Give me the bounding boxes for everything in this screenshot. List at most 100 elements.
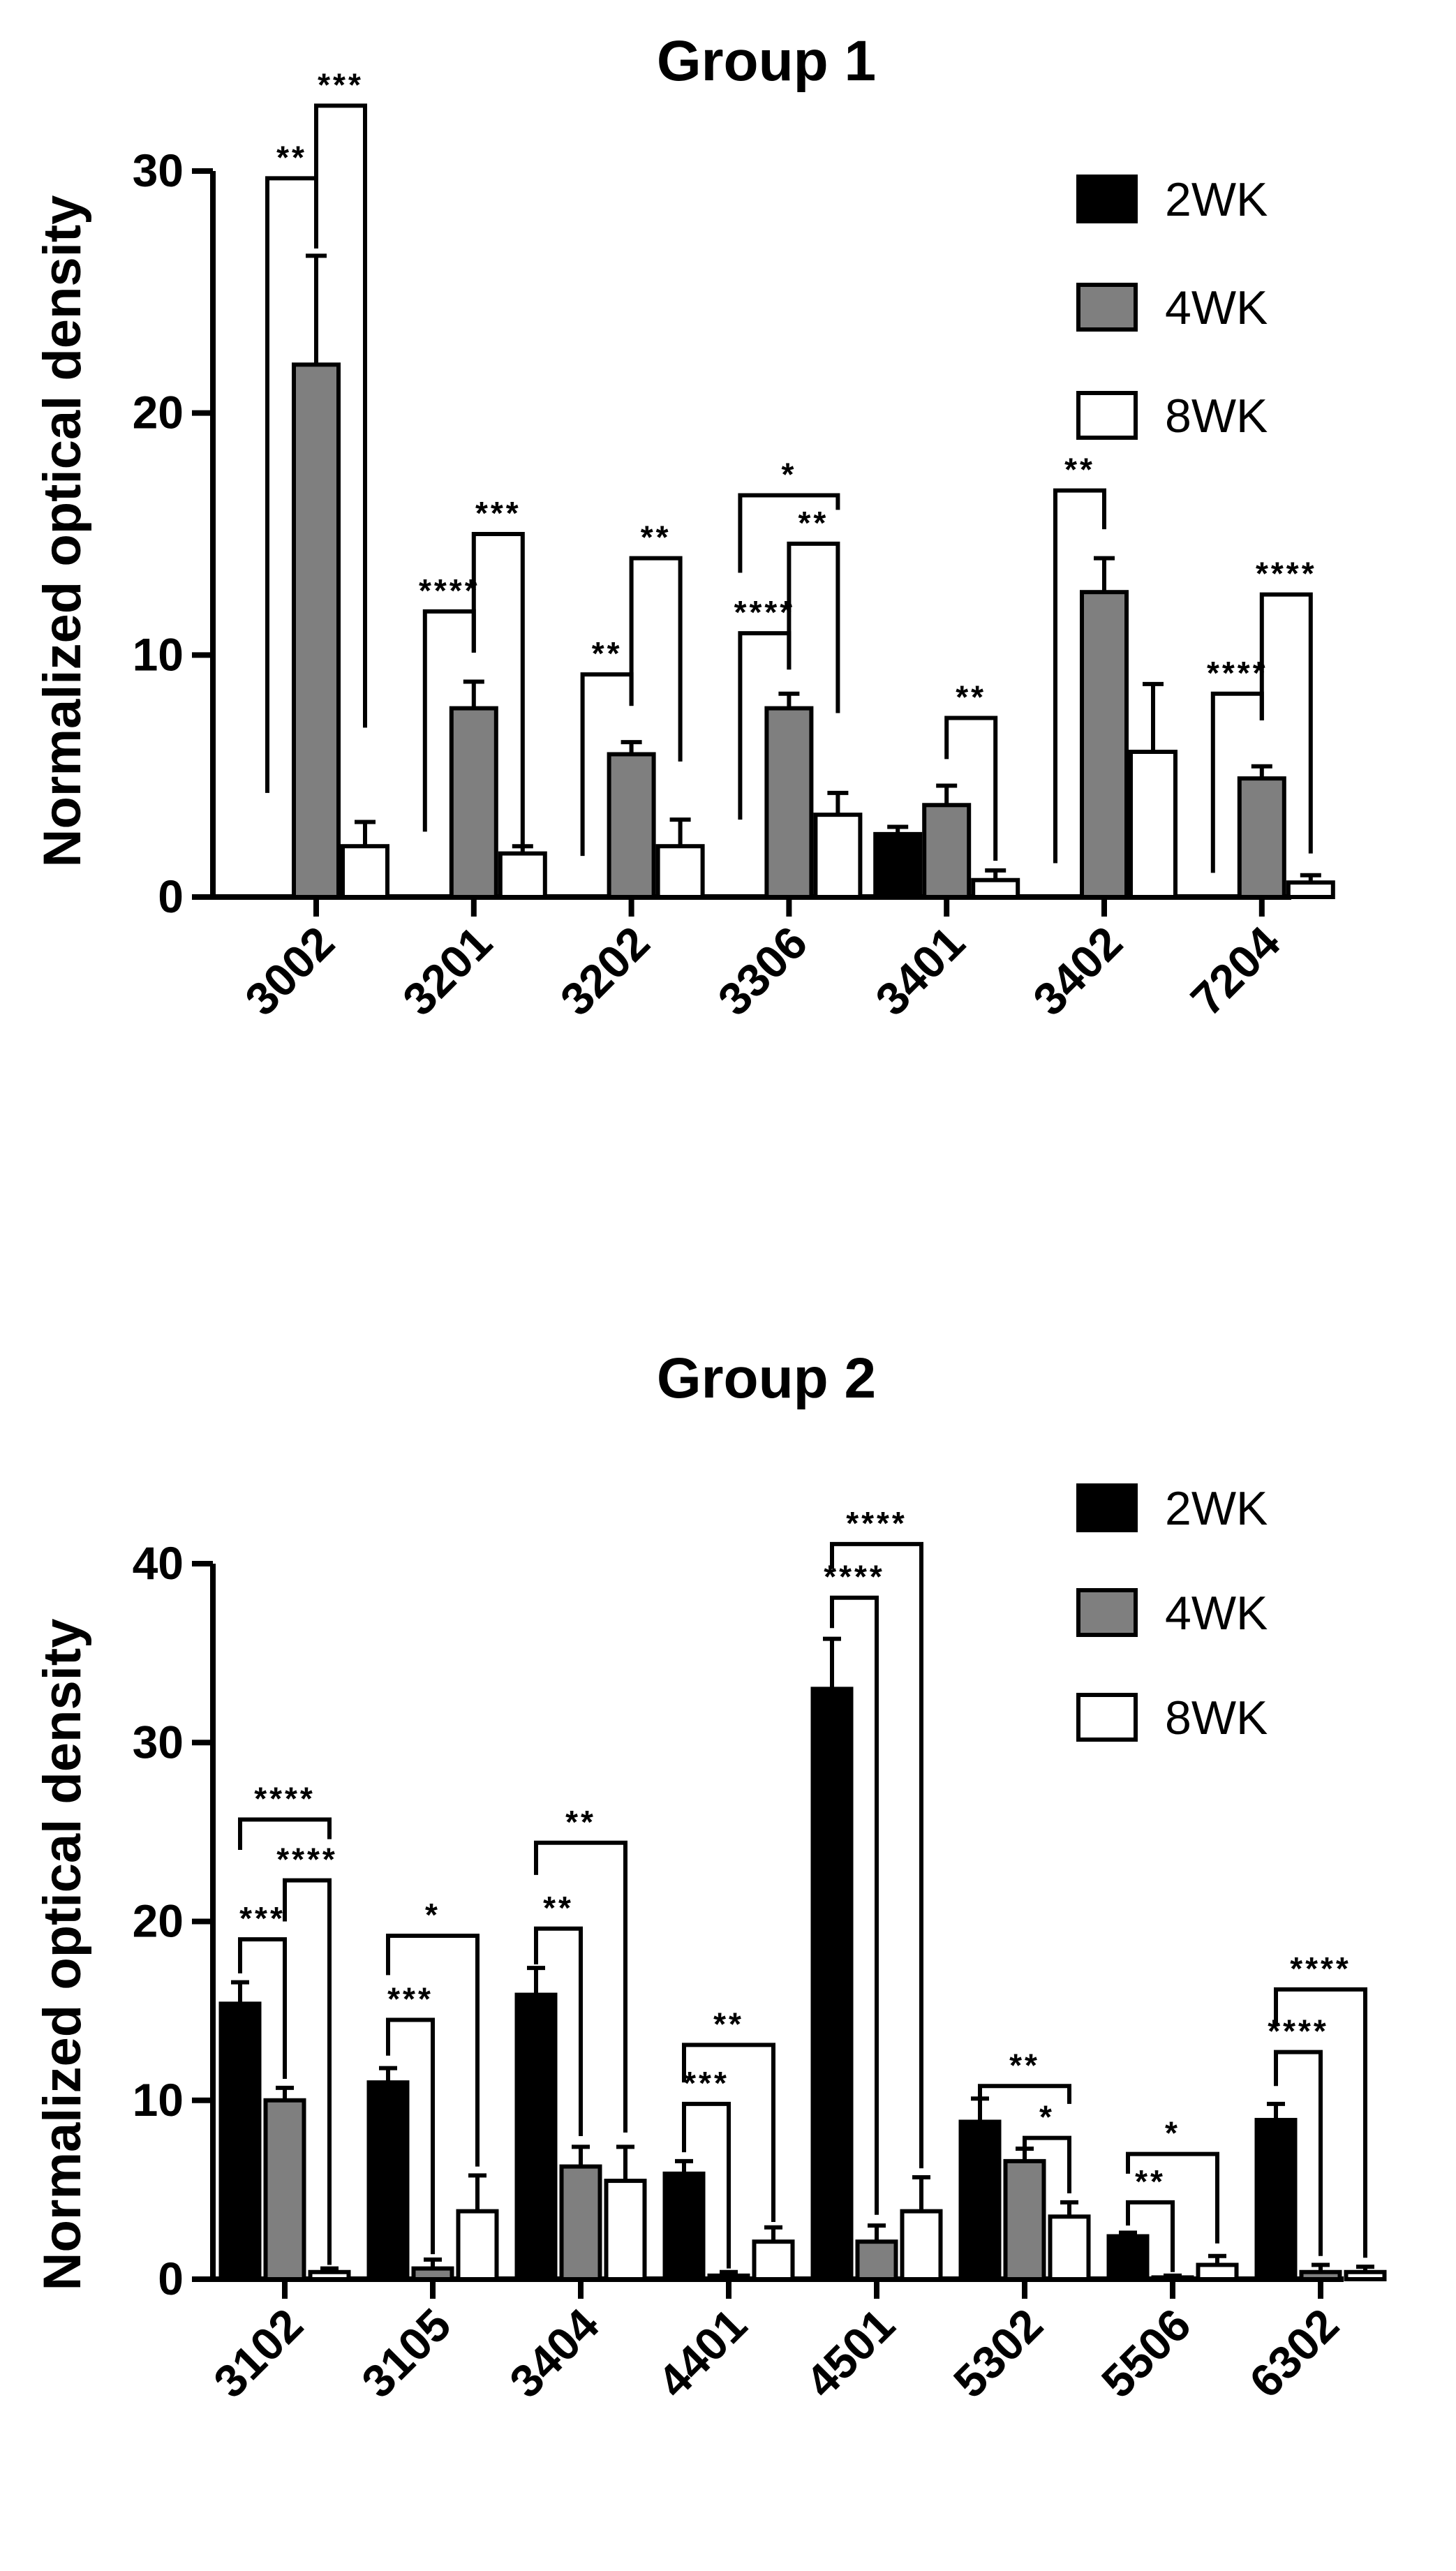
legend-swatch-8wk — [1076, 1693, 1138, 1742]
significance-bracket — [1274, 1987, 1367, 2258]
bar-2wk-5302 — [958, 2119, 1002, 2281]
x-tick-label: 3202 — [550, 917, 659, 1025]
significance-bracket — [534, 1926, 583, 2136]
y-axis-label: Normalized optical density — [33, 1619, 92, 2291]
legend-label-4wk: 4WK — [1165, 281, 1268, 334]
y-axis-label: Normalized optical density — [33, 195, 92, 868]
bar-8wk-7204 — [1286, 880, 1335, 899]
legend-label-2wk: 2WK — [1165, 173, 1268, 226]
bar-4wk-3202 — [607, 752, 656, 900]
significance-bracket — [534, 1840, 627, 2133]
legend-swatch-4wk — [1076, 283, 1138, 332]
significance-label: ** — [543, 1890, 574, 1926]
significance-label: ** — [798, 505, 829, 541]
significance-bracket — [238, 1937, 287, 2079]
significance-label: **** — [254, 1780, 315, 1816]
x-tick-label: 3404 — [500, 2298, 609, 2407]
significance-label: **** — [1207, 655, 1268, 691]
bar-2wk-3401 — [873, 831, 923, 900]
significance-bracket — [1274, 2050, 1323, 2256]
significance-label: ** — [713, 2006, 744, 2042]
bar-4wk-5506 — [1151, 2275, 1194, 2281]
significance-label: ** — [1064, 452, 1095, 488]
bar-8wk-4401 — [752, 2239, 795, 2281]
bar-2wk-6302 — [1254, 2117, 1298, 2281]
significance-bracket — [830, 1541, 923, 2169]
x-tick-label: 4401 — [648, 2299, 757, 2408]
significance-label: **** — [276, 1842, 338, 1878]
x-tick-label: 3402 — [1023, 917, 1132, 1025]
chart-title: Group 2 — [657, 1347, 876, 1410]
significance-label: **** — [734, 594, 796, 630]
significance-bracket — [1126, 2200, 1175, 2272]
x-tick-label: 3102 — [204, 2299, 313, 2408]
panel-group-1: Group 1 Normalized optical density 0 10 20… — [33, 29, 1335, 1025]
significance-bracket — [238, 1817, 332, 1850]
bar-4wk-3404 — [559, 2164, 602, 2281]
significance-label: * — [1165, 2115, 1180, 2151]
significance-bracket — [978, 2084, 1071, 2106]
y-tick-label: 20 — [133, 1895, 184, 1947]
significance-bracket — [314, 103, 367, 728]
x-tick-label: 6302 — [1240, 2299, 1349, 2408]
significance-label: **** — [1256, 556, 1317, 592]
significance-label: ** — [276, 139, 307, 175]
legend-label-4wk: 4WK — [1165, 1587, 1268, 1640]
bar-8wk-3404 — [604, 2179, 647, 2281]
y-tick-label: 40 — [133, 1537, 184, 1589]
significance-bracket — [682, 2043, 775, 2222]
significance-label: **** — [1290, 1950, 1351, 1987]
bar-4wk-7204 — [1237, 776, 1286, 899]
y-tick-label: 0 — [158, 2253, 184, 2304]
y-tick-label: 0 — [158, 870, 184, 922]
significance-bracket — [1053, 488, 1106, 864]
chart-title: Group 1 — [657, 29, 876, 93]
legend-swatch-4wk — [1076, 1588, 1138, 1637]
significance-label: ** — [641, 519, 671, 556]
bar-4wk-6302 — [1299, 2269, 1342, 2281]
bar-8wk-3402 — [1129, 750, 1178, 899]
bar-2wk-3105 — [366, 2080, 410, 2281]
significance-bracket — [682, 2101, 731, 2269]
bar-4wk-3105 — [411, 2266, 454, 2281]
significance-label: **** — [846, 1505, 907, 1541]
bar-8wk-6302 — [1344, 2269, 1387, 2281]
x-tick-label: 3002 — [235, 917, 344, 1025]
bar-8wk-3002 — [341, 844, 389, 899]
bar-8wk-3201 — [498, 851, 547, 899]
significance-label: ** — [956, 679, 986, 715]
significance-label: *** — [239, 1900, 285, 1936]
significance-bracket — [386, 2017, 435, 2255]
x-tick-label: 4501 — [796, 2299, 905, 2408]
bar-2wk-3102 — [218, 2001, 262, 2281]
significance-bracket — [283, 1878, 332, 2265]
x-tick-label: 3105 — [352, 2299, 461, 2408]
y-tick-label: 10 — [133, 2074, 184, 2126]
x-tick-label: 3306 — [708, 917, 817, 1025]
bar-4wk-3102 — [263, 2098, 306, 2281]
significance-bracket — [830, 1595, 879, 2215]
significance-label: *** — [387, 1980, 433, 2017]
bar-2wk-3404 — [514, 1992, 558, 2281]
bar-8wk-3102 — [308, 2269, 351, 2281]
significance-bracket — [738, 493, 840, 573]
significance-bracket — [471, 532, 525, 849]
significance-bracket — [1126, 2151, 1219, 2244]
bar-2wk-4401 — [662, 2171, 706, 2281]
bar-8wk-5506 — [1196, 2262, 1239, 2281]
bar-4wk-3201 — [449, 706, 498, 899]
legend-label-8wk: 8WK — [1165, 390, 1268, 443]
bar-4wk-3402 — [1080, 590, 1129, 899]
bar-4wk-3306 — [764, 706, 814, 899]
significance-bracket — [386, 1934, 480, 2167]
significance-label: *** — [683, 2065, 729, 2101]
legend-swatch-2wk — [1076, 175, 1138, 223]
significance-label: * — [781, 457, 796, 493]
x-tick-label: 5302 — [944, 2299, 1053, 2408]
x-tick-label: 3401 — [866, 917, 974, 1025]
legend-label-2wk: 2WK — [1165, 1482, 1268, 1535]
bar-8wk-3105 — [456, 2209, 499, 2281]
y-tick-label: 30 — [133, 1716, 184, 1768]
y-tick-label: 30 — [133, 145, 184, 196]
x-tick-label: 7204 — [1181, 916, 1290, 1025]
